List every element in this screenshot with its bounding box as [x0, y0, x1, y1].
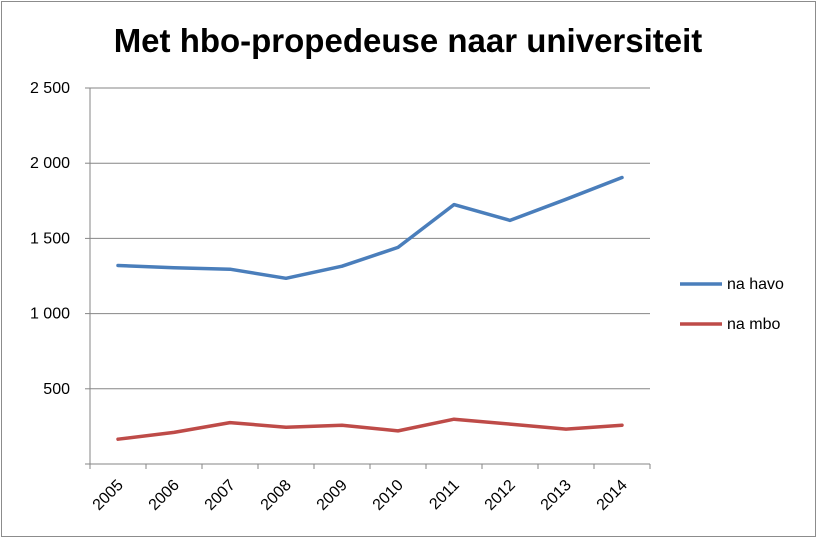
data-point — [508, 422, 512, 426]
x-tick-label: 2007 — [202, 477, 239, 514]
data-point — [508, 218, 512, 222]
data-point — [340, 264, 344, 268]
series-line-na-mbo — [116, 417, 624, 441]
legend: na havo na mbo — [680, 276, 784, 333]
x-tick-label: 2009 — [314, 477, 351, 514]
data-point — [228, 421, 232, 425]
y-tick-label: 1 000 — [30, 306, 70, 323]
chart-title: Met hbo-propedeuse naar universiteit — [114, 22, 703, 59]
x-tick-label: 2005 — [90, 477, 127, 514]
series — [116, 175, 624, 441]
data-point — [396, 429, 400, 433]
y-tick-label: 2 500 — [30, 80, 70, 97]
y-tick-label: 2 000 — [30, 155, 70, 172]
x-tick-label: 2008 — [258, 477, 295, 514]
data-point — [396, 245, 400, 249]
data-point — [116, 437, 120, 441]
y-tick-label: 500 — [43, 381, 70, 398]
data-point — [116, 263, 120, 267]
data-point — [284, 276, 288, 280]
legend-label: na mbo — [727, 316, 780, 333]
legend-label: na havo — [727, 276, 784, 293]
data-point — [228, 267, 232, 271]
y-axis-ticks: 500 1 000 1 500 2 000 2 500 — [30, 80, 90, 465]
x-tick-label: 2012 — [482, 477, 519, 514]
axes — [89, 88, 650, 465]
x-tick-label: 2013 — [538, 477, 575, 514]
data-point — [452, 203, 456, 207]
data-point — [564, 427, 568, 431]
series-line-na-havo — [116, 175, 624, 281]
y-tick-label: 1 500 — [30, 230, 70, 247]
data-point — [452, 417, 456, 421]
data-point — [340, 423, 344, 427]
data-point — [564, 197, 568, 201]
x-tick-label: 2014 — [594, 477, 631, 514]
gridlines — [90, 87, 650, 390]
x-tick-label: 2006 — [146, 477, 183, 514]
x-tick-label: 2010 — [370, 477, 407, 514]
data-point — [172, 266, 176, 270]
data-point — [172, 430, 176, 434]
data-point — [620, 175, 624, 179]
x-axis-ticks: 2005 2006 2007 2008 2009 2010 2011 2012 2013 2014 — [89, 464, 651, 514]
data-point — [620, 423, 624, 427]
x-tick-label: 2011 — [426, 477, 462, 513]
data-point — [284, 425, 288, 429]
